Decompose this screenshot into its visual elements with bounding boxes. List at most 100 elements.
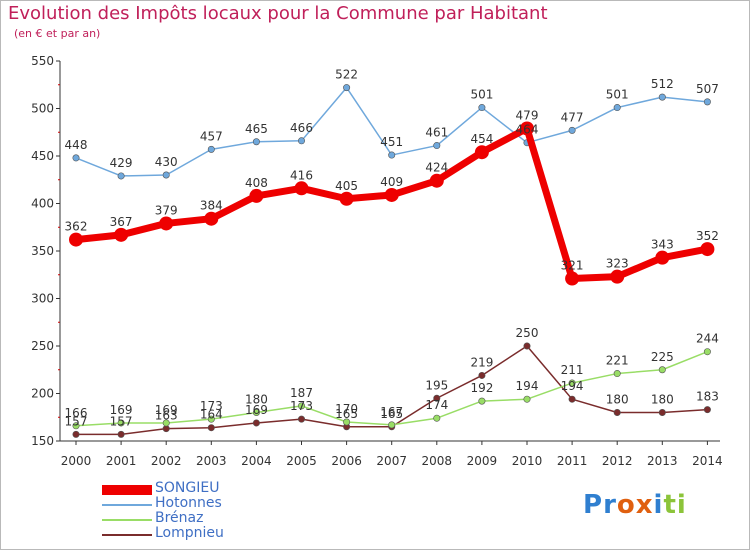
logo-letter: P <box>583 490 604 520</box>
x-tick-label: 2001 <box>106 454 137 468</box>
legend-label-lompnieu: Lompnieu <box>155 525 224 541</box>
data-label-songieu: 409 <box>380 175 403 189</box>
data-label-brenaz: 187 <box>290 386 313 400</box>
y-tick-label: 150 <box>31 434 54 448</box>
data-point-hotonnes <box>433 142 441 150</box>
data-point-lompnieu <box>207 424 215 432</box>
data-label-brenaz: 225 <box>651 350 674 364</box>
data-point-lompnieu <box>297 415 305 423</box>
data-label-hotonnes: 501 <box>606 88 629 102</box>
data-label-hotonnes: 457 <box>200 129 223 143</box>
data-label-lompnieu: 169 <box>245 403 268 417</box>
series-layer <box>69 84 715 438</box>
data-label-brenaz: 169 <box>110 403 133 417</box>
data-point-songieu <box>204 211 219 226</box>
x-tick-label: 2004 <box>241 454 272 468</box>
data-label-songieu: 352 <box>696 229 719 243</box>
data-point-lompnieu <box>478 371 486 379</box>
data-label-hotonnes: 512 <box>651 77 674 91</box>
data-point-lompnieu <box>252 419 260 427</box>
data-label-brenaz: 170 <box>335 402 358 416</box>
data-point-hotonnes <box>297 137 305 145</box>
logo-letter: i <box>653 490 664 520</box>
data-label-songieu: 416 <box>290 168 313 182</box>
data-label-songieu: 408 <box>245 176 268 190</box>
data-point-brenaz <box>478 397 486 405</box>
data-point-songieu <box>159 216 174 231</box>
data-label-brenaz: 167 <box>380 405 403 419</box>
data-point-brenaz <box>117 419 125 427</box>
data-label-lompnieu: 180 <box>651 393 674 407</box>
y-tick-label: 350 <box>31 244 54 258</box>
data-label-hotonnes: 451 <box>380 135 403 149</box>
data-point-brenaz <box>207 415 215 423</box>
y-tick-label: 400 <box>31 197 54 211</box>
data-label-lompnieu: 250 <box>516 326 539 340</box>
data-label-hotonnes: 448 <box>65 138 88 152</box>
chart-title: Evolution des Impôts locaux pour la Comm… <box>8 3 548 24</box>
data-point-songieu <box>384 187 399 202</box>
y-tick-label: 450 <box>31 149 54 163</box>
data-label-hotonnes: 464 <box>516 123 539 137</box>
data-label-hotonnes: 466 <box>290 121 313 135</box>
data-point-songieu <box>700 242 715 257</box>
data-label-brenaz: 211 <box>561 363 584 377</box>
data-point-lompnieu <box>523 342 531 350</box>
data-label-lompnieu: 163 <box>155 409 178 423</box>
data-point-lompnieu <box>703 406 711 414</box>
data-point-hotonnes <box>162 171 170 179</box>
data-label-brenaz: 194 <box>516 379 539 393</box>
proxiti-logo: Proxiti <box>583 490 687 520</box>
data-point-lompnieu <box>658 408 666 416</box>
axes: 150 200 250 300 350 400 450 500 550 2000 2001 2002 2… <box>31 54 723 468</box>
data-point-brenaz <box>658 366 666 374</box>
data-label-hotonnes: 465 <box>245 122 268 136</box>
y-tick-label: 200 <box>31 387 54 401</box>
logo-letter: r <box>603 490 617 520</box>
data-label-songieu: 379 <box>155 203 178 217</box>
data-point-songieu <box>249 188 264 203</box>
data-label-brenaz: 169 <box>155 403 178 417</box>
data-point-songieu <box>610 269 625 284</box>
data-label-brenaz: 174 <box>425 398 448 412</box>
data-label-brenaz: 166 <box>65 406 88 420</box>
data-point-lompnieu <box>613 408 621 416</box>
data-label-hotonnes: 461 <box>425 126 448 140</box>
data-point-brenaz <box>523 395 531 403</box>
data-label-lompnieu: 157 <box>65 414 88 428</box>
x-tick-label: 2008 <box>422 454 453 468</box>
x-tick-label: 2010 <box>512 454 543 468</box>
data-point-lompnieu <box>568 395 576 403</box>
data-label-hotonnes: 501 <box>470 88 493 102</box>
data-label-songieu: 321 <box>561 259 584 273</box>
logo-letter: x <box>635 490 654 520</box>
legend-label-hotonnes: Hotonnes <box>155 495 222 511</box>
legend-label-songieu: SONGIEU <box>155 480 220 496</box>
data-point-brenaz <box>162 419 170 427</box>
data-label-songieu: 424 <box>425 161 448 175</box>
data-point-songieu <box>520 121 534 136</box>
data-point-brenaz <box>568 379 576 387</box>
data-label-lompnieu: 157 <box>110 414 133 428</box>
data-point-hotonnes <box>252 138 260 146</box>
data-point-hotonnes <box>72 154 80 162</box>
data-point-hotonnes <box>568 126 576 134</box>
data-point-hotonnes <box>388 151 396 159</box>
x-tick-label: 2012 <box>602 454 633 468</box>
data-label-brenaz: 221 <box>606 354 629 368</box>
data-label-songieu: 343 <box>651 238 674 252</box>
data-point-songieu <box>294 181 309 196</box>
data-label-hotonnes: 430 <box>155 155 178 169</box>
data-point-brenaz <box>388 421 396 429</box>
logo-letter: t <box>663 490 677 520</box>
logo-letter: o <box>616 490 636 520</box>
x-tick-label: 2006 <box>331 454 362 468</box>
y-tick-label: 550 <box>31 54 54 68</box>
data-label-songieu: 405 <box>335 179 358 193</box>
data-point-songieu <box>565 271 580 286</box>
data-label-hotonnes: 522 <box>335 68 358 82</box>
x-tick-label: 2005 <box>286 454 317 468</box>
data-label-hotonnes: 477 <box>561 110 584 124</box>
data-label-songieu: 323 <box>606 257 629 271</box>
